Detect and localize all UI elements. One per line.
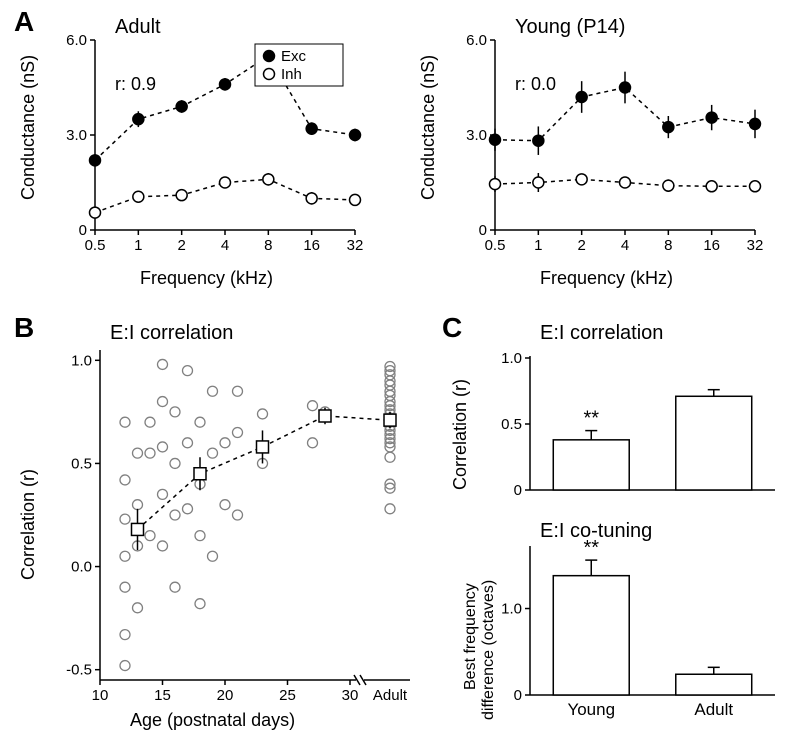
svg-text:16: 16 (703, 237, 720, 254)
svg-text:2: 2 (577, 237, 585, 254)
svg-text:0: 0 (514, 482, 522, 499)
svg-text:15: 15 (154, 687, 171, 704)
panel-c-top-ylabel: Correlation (r) (450, 379, 471, 490)
svg-text:4: 4 (621, 237, 629, 254)
svg-text:2: 2 (177, 237, 185, 254)
panel-c-label: C (442, 312, 462, 344)
svg-text:r: 0.0: r: 0.0 (515, 74, 556, 94)
panel-c-bottom-chart: 0 1.0 ** Young Adult (470, 520, 790, 730)
svg-text:-0.5: -0.5 (66, 662, 92, 679)
panel-b-label: B (14, 312, 34, 344)
svg-text:**: ** (583, 408, 599, 430)
svg-text:Adult: Adult (373, 687, 408, 704)
svg-text:8: 8 (664, 237, 672, 254)
panel-b-xlabel: Age (postnatal days) (130, 710, 295, 731)
svg-text:25: 25 (279, 687, 296, 704)
panel-a-right-ylabel: Conductance (nS) (418, 55, 439, 200)
svg-text:Inh: Inh (281, 66, 302, 83)
svg-text:6.0: 6.0 (66, 32, 87, 49)
svg-text:4: 4 (221, 237, 229, 254)
svg-text:20: 20 (217, 687, 234, 704)
svg-text:0.0: 0.0 (71, 559, 92, 576)
svg-text:0: 0 (514, 687, 522, 704)
svg-text:8: 8 (264, 237, 272, 254)
svg-text:Adult: Adult (694, 700, 733, 719)
svg-text:1: 1 (134, 237, 142, 254)
panel-b-chart: -0.5 0.0 0.5 1.0 10 15 20 25 30 Adult (40, 320, 430, 730)
svg-text:3.0: 3.0 (466, 127, 487, 144)
svg-text:1: 1 (534, 237, 542, 254)
svg-text:0.5: 0.5 (85, 237, 106, 254)
svg-text:0.5: 0.5 (501, 416, 522, 433)
panel-a-label: A (14, 6, 34, 38)
panel-a-right-chart: 03.06.00.512481632r: 0.0 (440, 10, 770, 290)
panel-b-ylabel: Correlation (r) (18, 469, 39, 580)
svg-text:3.0: 3.0 (66, 127, 87, 144)
svg-text:**: ** (583, 537, 599, 559)
svg-text:6.0: 6.0 (466, 32, 487, 49)
panel-c-bottom-ylabel1: Best frequency (462, 583, 480, 690)
panel-c-bottom-ylabel2: difference (octaves) (480, 580, 498, 720)
svg-text:30: 30 (342, 687, 359, 704)
svg-text:32: 32 (747, 237, 764, 254)
svg-text:10: 10 (92, 687, 109, 704)
svg-text:16: 16 (303, 237, 320, 254)
panel-a-left-ylabel: Conductance (nS) (18, 55, 39, 200)
svg-text:32: 32 (347, 237, 364, 254)
svg-text:1.0: 1.0 (501, 601, 522, 618)
svg-text:Young: Young (567, 700, 615, 719)
svg-text:Exc: Exc (281, 48, 307, 65)
svg-text:0.5: 0.5 (485, 237, 506, 254)
panel-c-top-chart: 0 0.5 1.0 ** (470, 330, 790, 510)
svg-text:r: 0.9: r: 0.9 (115, 74, 156, 94)
panel-a-left-chart: 03.06.00.512481632r: 0.9ExcInh (40, 10, 370, 290)
panel-a-right-xlabel: Frequency (kHz) (540, 268, 673, 289)
svg-text:1.0: 1.0 (71, 352, 92, 369)
svg-text:0.5: 0.5 (71, 455, 92, 472)
svg-text:1.0: 1.0 (501, 350, 522, 367)
panel-a-left-xlabel: Frequency (kHz) (140, 268, 273, 289)
